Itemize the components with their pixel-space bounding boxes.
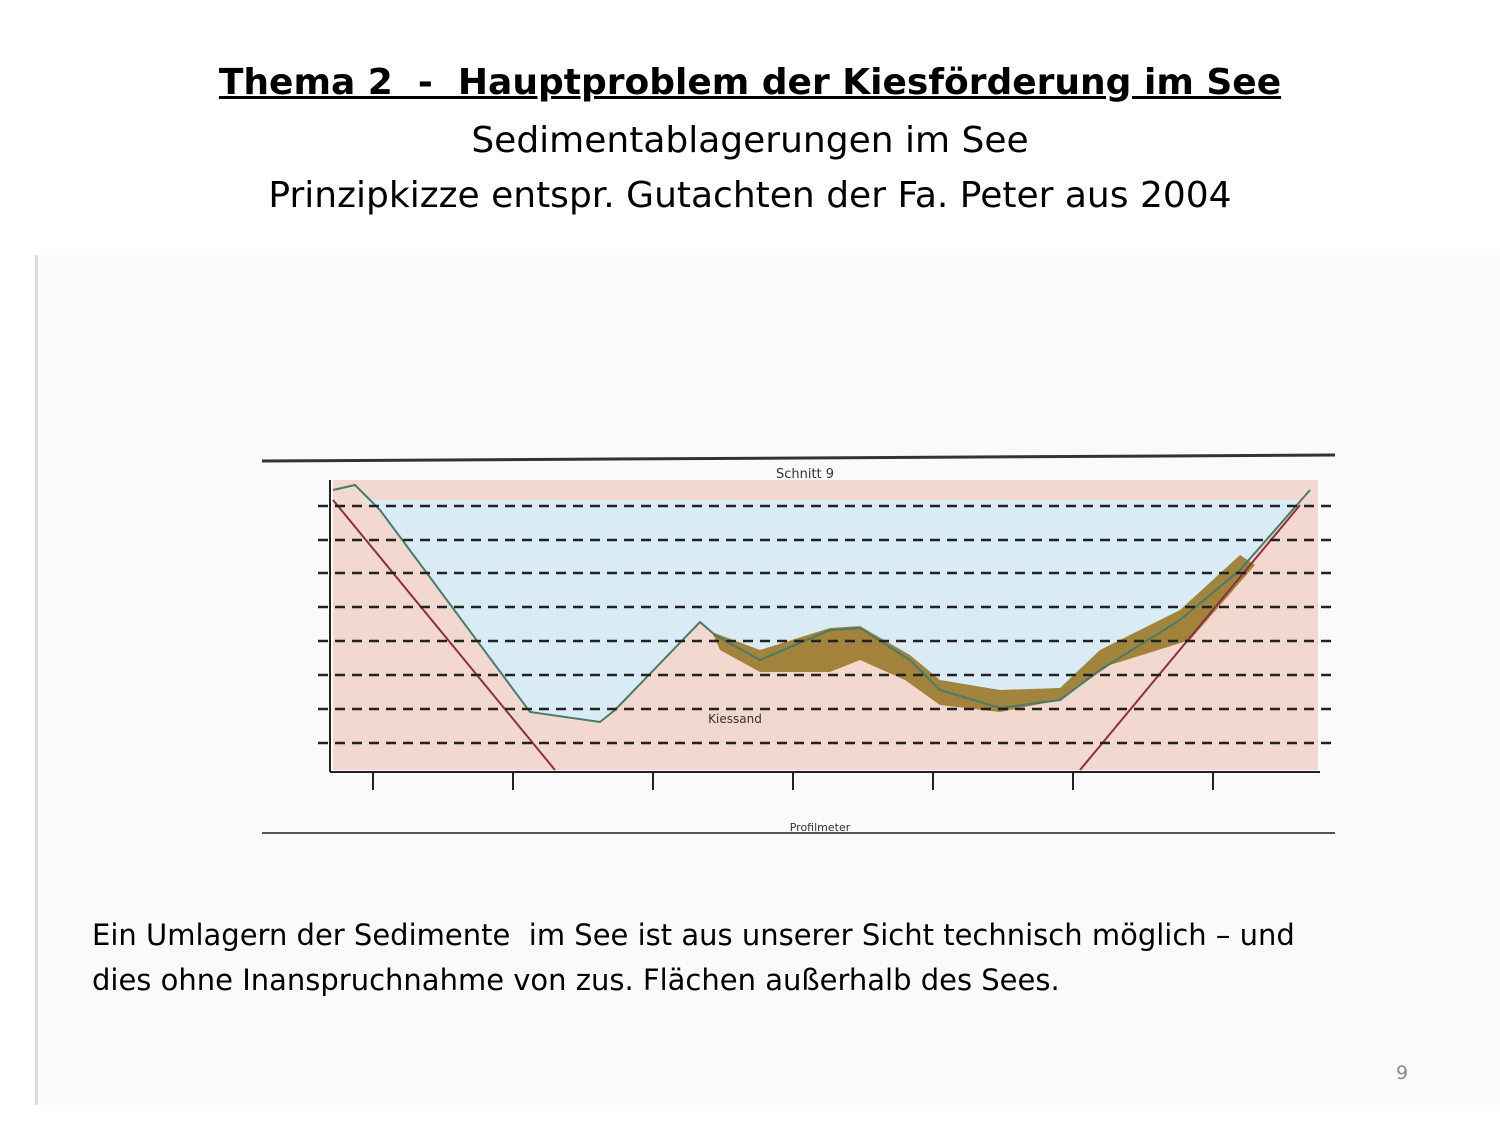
page-number: 9: [1396, 1062, 1409, 1084]
ground-label: Kiessand: [708, 712, 762, 726]
subtitle: Sedimentablagerungen im See: [471, 120, 1029, 161]
axis-label: Profilmeter: [790, 821, 851, 834]
subtitle: Prinzipkizze entspr. Gutachten der Fa. P…: [268, 175, 1232, 216]
body-text: Ein Umlagern der Sedimente im See ist au…: [92, 918, 1295, 952]
title: Thema 2 - Hauptproblem der Kiesförderung…: [218, 62, 1282, 103]
figure-title: Schnitt 9: [776, 467, 834, 482]
body-text: dies ohne Inanspruchnahme von zus. Fläch…: [92, 963, 1060, 997]
